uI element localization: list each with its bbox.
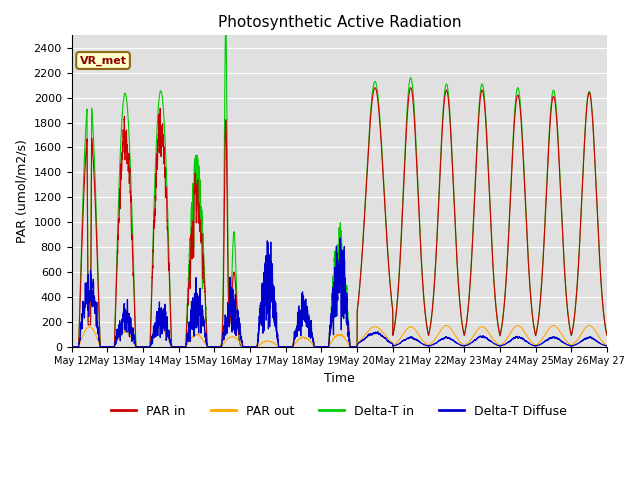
Title: Photosynthetic Active Radiation: Photosynthetic Active Radiation	[218, 15, 461, 30]
Y-axis label: PAR (umol/m2/s): PAR (umol/m2/s)	[15, 139, 28, 243]
Legend: PAR in, PAR out, Delta-T in, Delta-T Diffuse: PAR in, PAR out, Delta-T in, Delta-T Dif…	[106, 400, 572, 423]
X-axis label: Time: Time	[324, 372, 355, 385]
Text: VR_met: VR_met	[79, 55, 127, 66]
